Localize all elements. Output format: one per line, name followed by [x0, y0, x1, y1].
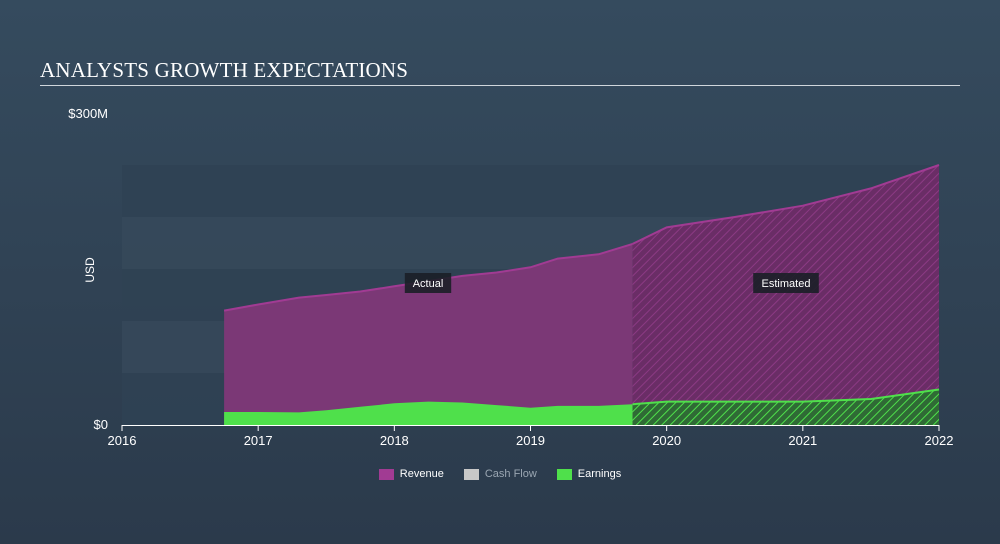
x-tick-label: 2021 — [788, 433, 817, 448]
series-areas — [223, 164, 940, 425]
title-divider — [40, 85, 960, 86]
axes: 2016 2017 2018 2019 2020 2021 2022 $300M $0 USD — [68, 106, 953, 448]
legend-swatch — [556, 468, 572, 480]
legend-label: Earnings — [577, 468, 622, 480]
estimated-label-bg — [753, 273, 819, 293]
legend-item-revenue[interactable]: Revenue — [378, 468, 444, 480]
x-tick-label: 2022 — [925, 433, 954, 448]
x-tick-label: 2018 — [380, 433, 409, 448]
chart-legend: Revenue Cash Flow Earnings — [0, 468, 1000, 480]
y-axis-label: USD — [83, 257, 97, 283]
revenue-line-estimated — [632, 164, 940, 245]
legend-label: Cash Flow — [484, 468, 537, 480]
y-tick-label-bottom: $0 — [94, 417, 108, 432]
estimated-label: Estimated — [762, 278, 811, 290]
x-tick-label: 2016 — [108, 433, 137, 448]
region-labels: Actual Estimated — [404, 273, 819, 293]
x-tick-label: 2017 — [244, 433, 273, 448]
earnings-area-estimated — [632, 389, 939, 425]
revenue-area-estimated — [632, 165, 939, 425]
earnings-area-actual — [224, 401, 633, 425]
legend-label: Revenue — [399, 468, 444, 480]
x-tick-label: 2019 — [516, 433, 545, 448]
legend-swatch — [378, 468, 394, 480]
revenue-area-actual — [224, 243, 633, 425]
legend-swatch — [463, 468, 479, 480]
legend-item-earnings[interactable]: Earnings — [556, 468, 622, 480]
legend-item-cash-flow[interactable]: Cash Flow — [463, 468, 537, 480]
earnings-line-estimated — [632, 388, 940, 406]
x-tick-label: 2020 — [652, 433, 681, 448]
y-tick-label-top: $300M — [68, 106, 108, 121]
chart-title: ANALYSTS GROWTH EXPECTATIONS — [40, 58, 409, 82]
actual-label: Actual — [413, 278, 444, 290]
actual-label-bg — [404, 273, 452, 293]
